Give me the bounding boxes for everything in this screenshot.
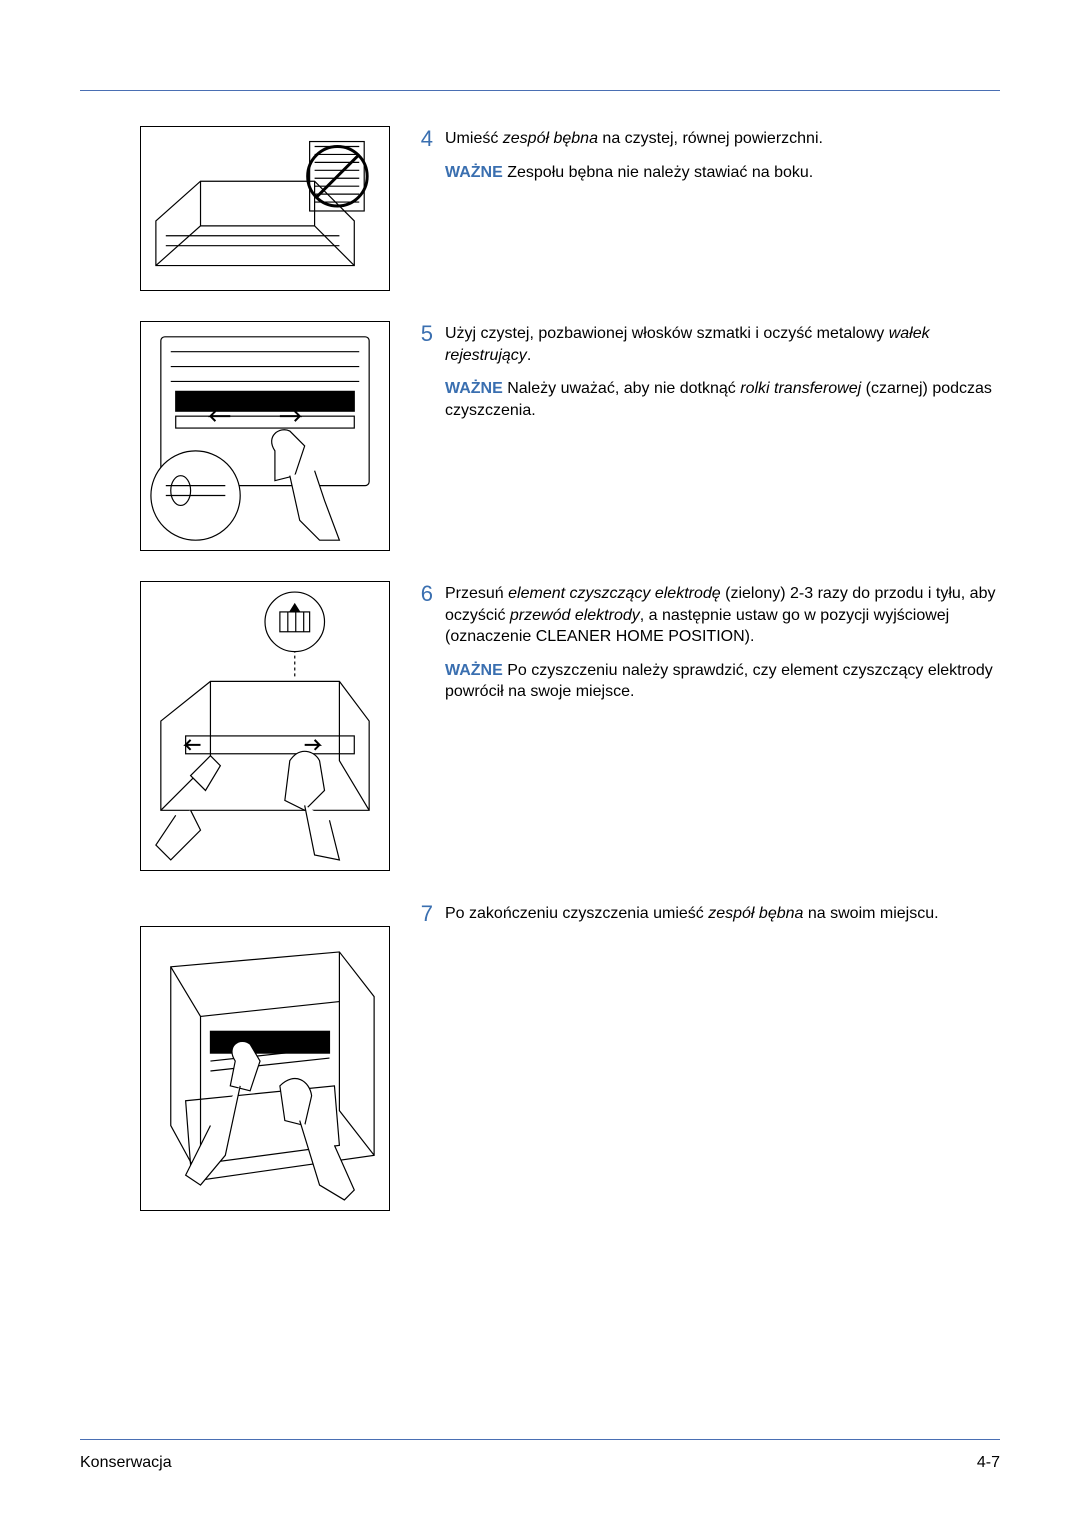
italic-term: zespół bębna bbox=[503, 130, 598, 147]
step-7-number: 7 bbox=[415, 903, 433, 925]
footer-row: Konserwacja 4-7 bbox=[80, 1454, 1000, 1472]
italic-term: zespół bębna bbox=[708, 905, 803, 922]
step-6-number: 6 bbox=[415, 583, 433, 605]
text: . bbox=[527, 347, 531, 364]
step-4: 4 Umieść zespół bębna na czystej, równej… bbox=[80, 126, 1000, 291]
footer-section-title: Konserwacja bbox=[80, 1454, 172, 1472]
page: 4 Umieść zespół bębna na czystej, równej… bbox=[0, 0, 1080, 1527]
text: Umieść bbox=[445, 130, 503, 147]
text: na czystej, równej powierzchni. bbox=[598, 130, 823, 147]
step-7-instruction: Po zakończeniu czyszczenia umieść zespół… bbox=[445, 903, 1000, 925]
italic-term: element czyszczący elektrodę bbox=[508, 585, 721, 602]
text: Przesuń bbox=[445, 585, 508, 602]
step-5-text: Użyj czystej, pozbawionej włosków szmatk… bbox=[445, 323, 1000, 433]
text: Użyj czystej, pozbawionej włosków szmatk… bbox=[445, 325, 889, 342]
step-4-body: 4 Umieść zespół bębna na czystej, równej… bbox=[415, 126, 1000, 195]
step-7-body: 7 Po zakończeniu czyszczenia umieść zesp… bbox=[415, 901, 1000, 937]
step-5: 5 Użyj czystej, pozbawionej włosków szma… bbox=[80, 321, 1000, 551]
electrode-cleaner-illustration-icon bbox=[141, 581, 389, 871]
reinstall-drum-illustration-icon bbox=[141, 926, 389, 1211]
step-4-important: WAŻNE Zespołu bębna nie należy stawiać n… bbox=[445, 162, 1000, 184]
step-7: 7 Po zakończeniu czyszczenia umieść zesp… bbox=[80, 901, 1000, 1211]
page-footer: Konserwacja 4-7 bbox=[80, 1439, 1000, 1472]
step-4-figure bbox=[140, 126, 390, 291]
step-6-figure bbox=[140, 581, 390, 871]
footer-rule bbox=[80, 1439, 1000, 1440]
steps-container: 4 Umieść zespół bębna na czystej, równej… bbox=[80, 126, 1000, 1211]
important-label: WAŻNE bbox=[445, 164, 503, 181]
top-rule bbox=[80, 90, 1000, 91]
step-4-number: 4 bbox=[415, 128, 433, 150]
roller-cleaning-illustration-icon bbox=[141, 321, 389, 551]
step-7-text: Po zakończeniu czyszczenia umieść zespół… bbox=[445, 903, 1000, 937]
step-4-text: Umieść zespół bębna na czystej, równej p… bbox=[445, 128, 1000, 195]
step-6-instruction: Przesuń element czyszczący elektrodę (zi… bbox=[445, 583, 1000, 648]
text: Po zakończeniu czyszczenia umieść bbox=[445, 905, 708, 922]
important-text: Zespołu bębna nie należy stawiać na boku… bbox=[503, 164, 813, 181]
step-5-number: 5 bbox=[415, 323, 433, 345]
step-5-instruction: Użyj czystej, pozbawionej włosków szmatk… bbox=[445, 323, 1000, 366]
footer-page-number: 4-7 bbox=[977, 1454, 1000, 1472]
step-5-figure bbox=[140, 321, 390, 551]
important-label: WAŻNE bbox=[445, 380, 503, 397]
important-text: Po czyszczeniu należy sprawdzić, czy ele… bbox=[445, 662, 993, 701]
italic-term: przewód elektrody bbox=[510, 607, 640, 624]
step-7-figure bbox=[140, 926, 390, 1211]
important-label: WAŻNE bbox=[445, 662, 503, 679]
step-6-important: WAŻNE Po czyszczeniu należy sprawdzić, c… bbox=[445, 660, 1000, 703]
step-6-text: Przesuń element czyszczący elektrodę (zi… bbox=[445, 583, 1000, 715]
step-5-body: 5 Użyj czystej, pozbawionej włosków szma… bbox=[415, 321, 1000, 433]
drum-unit-illustration-icon bbox=[141, 126, 389, 291]
important-text: Należy uważać, aby nie dotknąć bbox=[503, 380, 740, 397]
italic-term: rolki transferowej bbox=[740, 380, 861, 397]
text: na swoim miejscu. bbox=[803, 905, 938, 922]
step-4-instruction: Umieść zespół bębna na czystej, równej p… bbox=[445, 128, 1000, 150]
step-5-important: WAŻNE Należy uważać, aby nie dotknąć rol… bbox=[445, 378, 1000, 421]
step-6: 6 Przesuń element czyszczący elektrodę (… bbox=[80, 581, 1000, 871]
step-6-body: 6 Przesuń element czyszczący elektrodę (… bbox=[415, 581, 1000, 715]
